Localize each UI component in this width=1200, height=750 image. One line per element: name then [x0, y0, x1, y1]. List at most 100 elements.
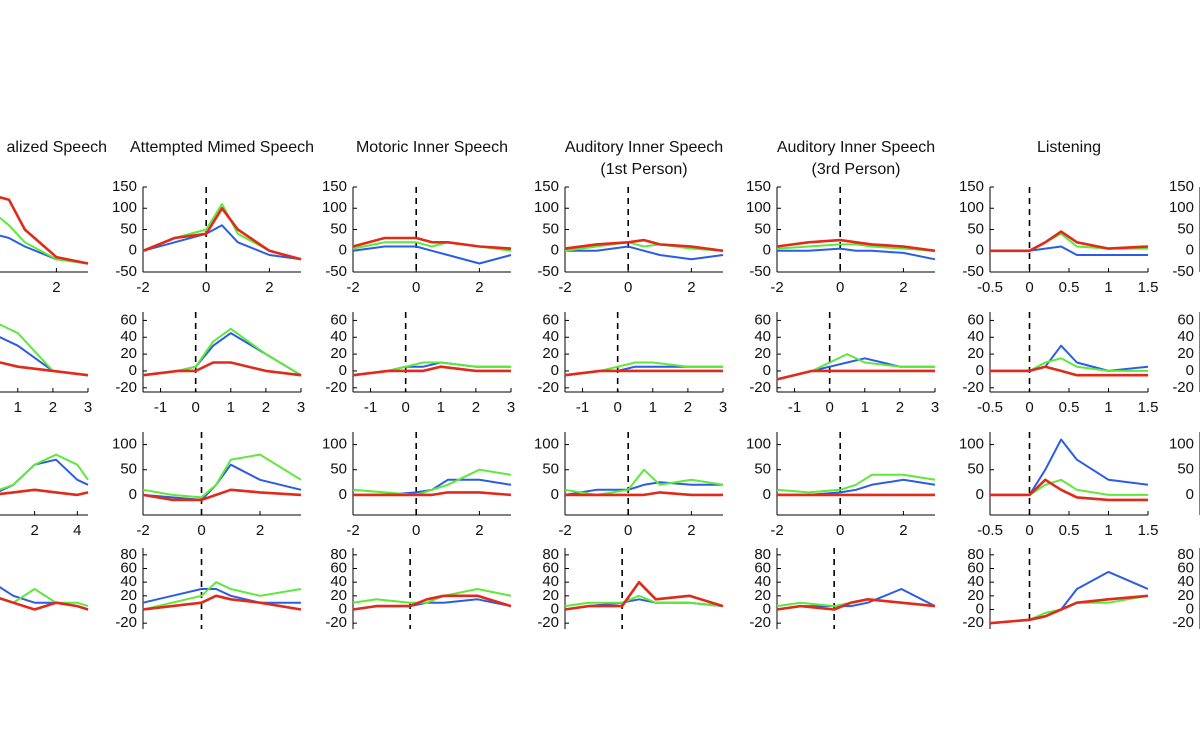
- x-tick-label: 3: [84, 399, 92, 416]
- y-tick-label: 20: [120, 345, 137, 362]
- x-tick-label: 2: [472, 399, 480, 416]
- x-tick-label: 0: [412, 522, 420, 539]
- series-line: [142, 594, 302, 611]
- x-tick-label: 0: [613, 399, 621, 416]
- x-tick-label: 0: [624, 279, 632, 296]
- series-line: [565, 245, 724, 261]
- x-tick-label: -0.5: [977, 522, 1003, 539]
- series-line: [142, 207, 302, 261]
- y-tick-label: 40: [1177, 328, 1194, 345]
- x-tick-label: 2: [475, 522, 483, 539]
- y-tick-label: 20: [542, 345, 559, 362]
- x-tick-label: 0: [202, 279, 210, 296]
- y-tick-label: 0: [129, 242, 137, 259]
- series-line: [776, 357, 935, 381]
- series-line: [0, 361, 89, 377]
- y-tick-label: 100: [959, 436, 984, 453]
- y-tick-label: 80: [330, 546, 347, 563]
- x-tick-label: -1: [788, 399, 801, 416]
- series-line: [776, 369, 935, 381]
- panel-title: Auditory Inner Speech: [565, 139, 723, 156]
- y-tick-label: 80: [1177, 546, 1194, 563]
- y-tick-label: 100: [746, 436, 771, 453]
- y-tick-label: 0: [1186, 486, 1194, 503]
- series-line: [0, 196, 89, 265]
- series-line: [990, 438, 1149, 496]
- y-tick-label: 80: [542, 546, 559, 563]
- y-tick-label: 60: [120, 311, 137, 328]
- y-tick-label: 50: [120, 220, 137, 237]
- x-tick-label: 2: [684, 399, 692, 416]
- y-tick-label: 0: [763, 242, 771, 259]
- y-tick-label: 50: [120, 461, 137, 478]
- y-tick-label: 40: [967, 573, 984, 590]
- x-tick-label: 0: [825, 399, 833, 416]
- series-line: [989, 594, 1149, 625]
- y-tick-label: 50: [330, 220, 347, 237]
- series-line: [352, 588, 512, 604]
- y-tick-label: 0: [1186, 600, 1194, 617]
- y-tick-label: -20: [962, 379, 984, 396]
- x-tick-label: 1.5: [1138, 279, 1159, 296]
- y-tick-label: 0: [551, 242, 559, 259]
- y-tick-label: 60: [967, 559, 984, 576]
- y-tick-label: 150: [112, 178, 137, 195]
- x-tick-label: -1: [364, 399, 377, 416]
- x-tick-label: 1: [14, 399, 22, 416]
- x-tick-label: -1: [154, 399, 167, 416]
- y-tick-label: 0: [976, 486, 984, 503]
- y-tick-label: 100: [534, 199, 559, 216]
- y-tick-label: 100: [534, 436, 559, 453]
- y-tick-label: 50: [967, 461, 984, 478]
- y-tick-label: 60: [754, 559, 771, 576]
- y-tick-label: 100: [112, 436, 137, 453]
- y-tick-label: -50: [1172, 263, 1194, 280]
- y-tick-label: 0: [763, 600, 771, 617]
- y-tick-label: 0: [976, 600, 984, 617]
- x-tick-label: 0: [1025, 399, 1033, 416]
- series-line: [142, 588, 301, 604]
- panel-title: Motoric Inner Speech: [356, 139, 508, 156]
- x-tick-label: 0: [1025, 522, 1033, 539]
- x-tick-label: 0.5: [1059, 522, 1080, 539]
- y-tick-label: 100: [112, 199, 137, 216]
- panel-title: Listening: [1037, 139, 1101, 156]
- y-tick-label: 100: [1169, 436, 1194, 453]
- series-line: [0, 458, 89, 493]
- x-tick-label: 1: [861, 399, 869, 416]
- y-tick-label: 20: [754, 345, 771, 362]
- y-tick-label: 60: [330, 559, 347, 576]
- series-line: [142, 332, 302, 377]
- y-tick-label: 0: [976, 242, 984, 259]
- y-tick-label: 100: [322, 436, 347, 453]
- y-tick-label: -20: [1172, 614, 1194, 631]
- y-tick-label: 40: [967, 328, 984, 345]
- series-line: [0, 234, 89, 265]
- y-tick-label: 0: [763, 486, 771, 503]
- y-tick-label: 20: [967, 587, 984, 604]
- y-tick-label: 50: [1177, 220, 1194, 237]
- y-tick-label: -20: [537, 379, 559, 396]
- y-tick-label: 40: [542, 573, 559, 590]
- y-tick-label: 60: [542, 559, 559, 576]
- x-tick-label: 2: [896, 399, 904, 416]
- y-tick-label: 0: [129, 362, 137, 379]
- x-tick-label: 3: [297, 399, 305, 416]
- x-tick-label: 2: [687, 522, 695, 539]
- y-tick-label: 20: [330, 587, 347, 604]
- x-tick-label: 2: [899, 522, 907, 539]
- y-tick-label: -20: [325, 379, 347, 396]
- series-line: [142, 453, 302, 499]
- series-line: [142, 224, 302, 261]
- y-tick-label: 50: [542, 461, 559, 478]
- y-tick-label: 150: [322, 178, 347, 195]
- x-tick-label: 0: [191, 399, 199, 416]
- x-tick-label: 2: [30, 522, 38, 539]
- y-tick-label: -50: [115, 263, 137, 280]
- y-tick-label: 0: [763, 362, 771, 379]
- series-line: [564, 481, 723, 496]
- x-tick-label: 0: [412, 279, 420, 296]
- series-line: [564, 241, 724, 252]
- y-tick-label: 80: [754, 546, 771, 563]
